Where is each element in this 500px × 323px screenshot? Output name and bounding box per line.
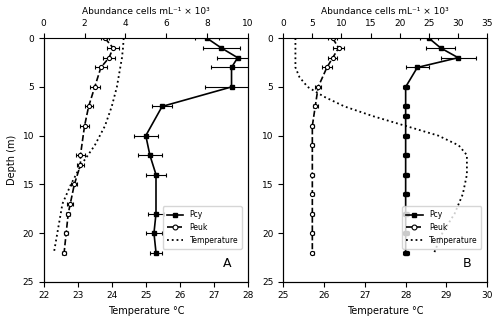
Legend: Pcy, Peuk, Temperature: Pcy, Peuk, Temperature: [163, 206, 242, 249]
X-axis label: Abundance cells mL⁻¹ × 10³: Abundance cells mL⁻¹ × 10³: [82, 7, 210, 16]
Y-axis label: Depth (m): Depth (m): [7, 135, 17, 185]
Text: B: B: [463, 257, 471, 270]
Legend: Pcy, Peuk, Temperature: Pcy, Peuk, Temperature: [402, 206, 481, 249]
Text: A: A: [224, 257, 232, 270]
X-axis label: Abundance cells mL⁻¹ × 10³: Abundance cells mL⁻¹ × 10³: [322, 7, 449, 16]
X-axis label: Temperature °C: Temperature °C: [347, 306, 424, 316]
X-axis label: Temperature °C: Temperature °C: [108, 306, 184, 316]
